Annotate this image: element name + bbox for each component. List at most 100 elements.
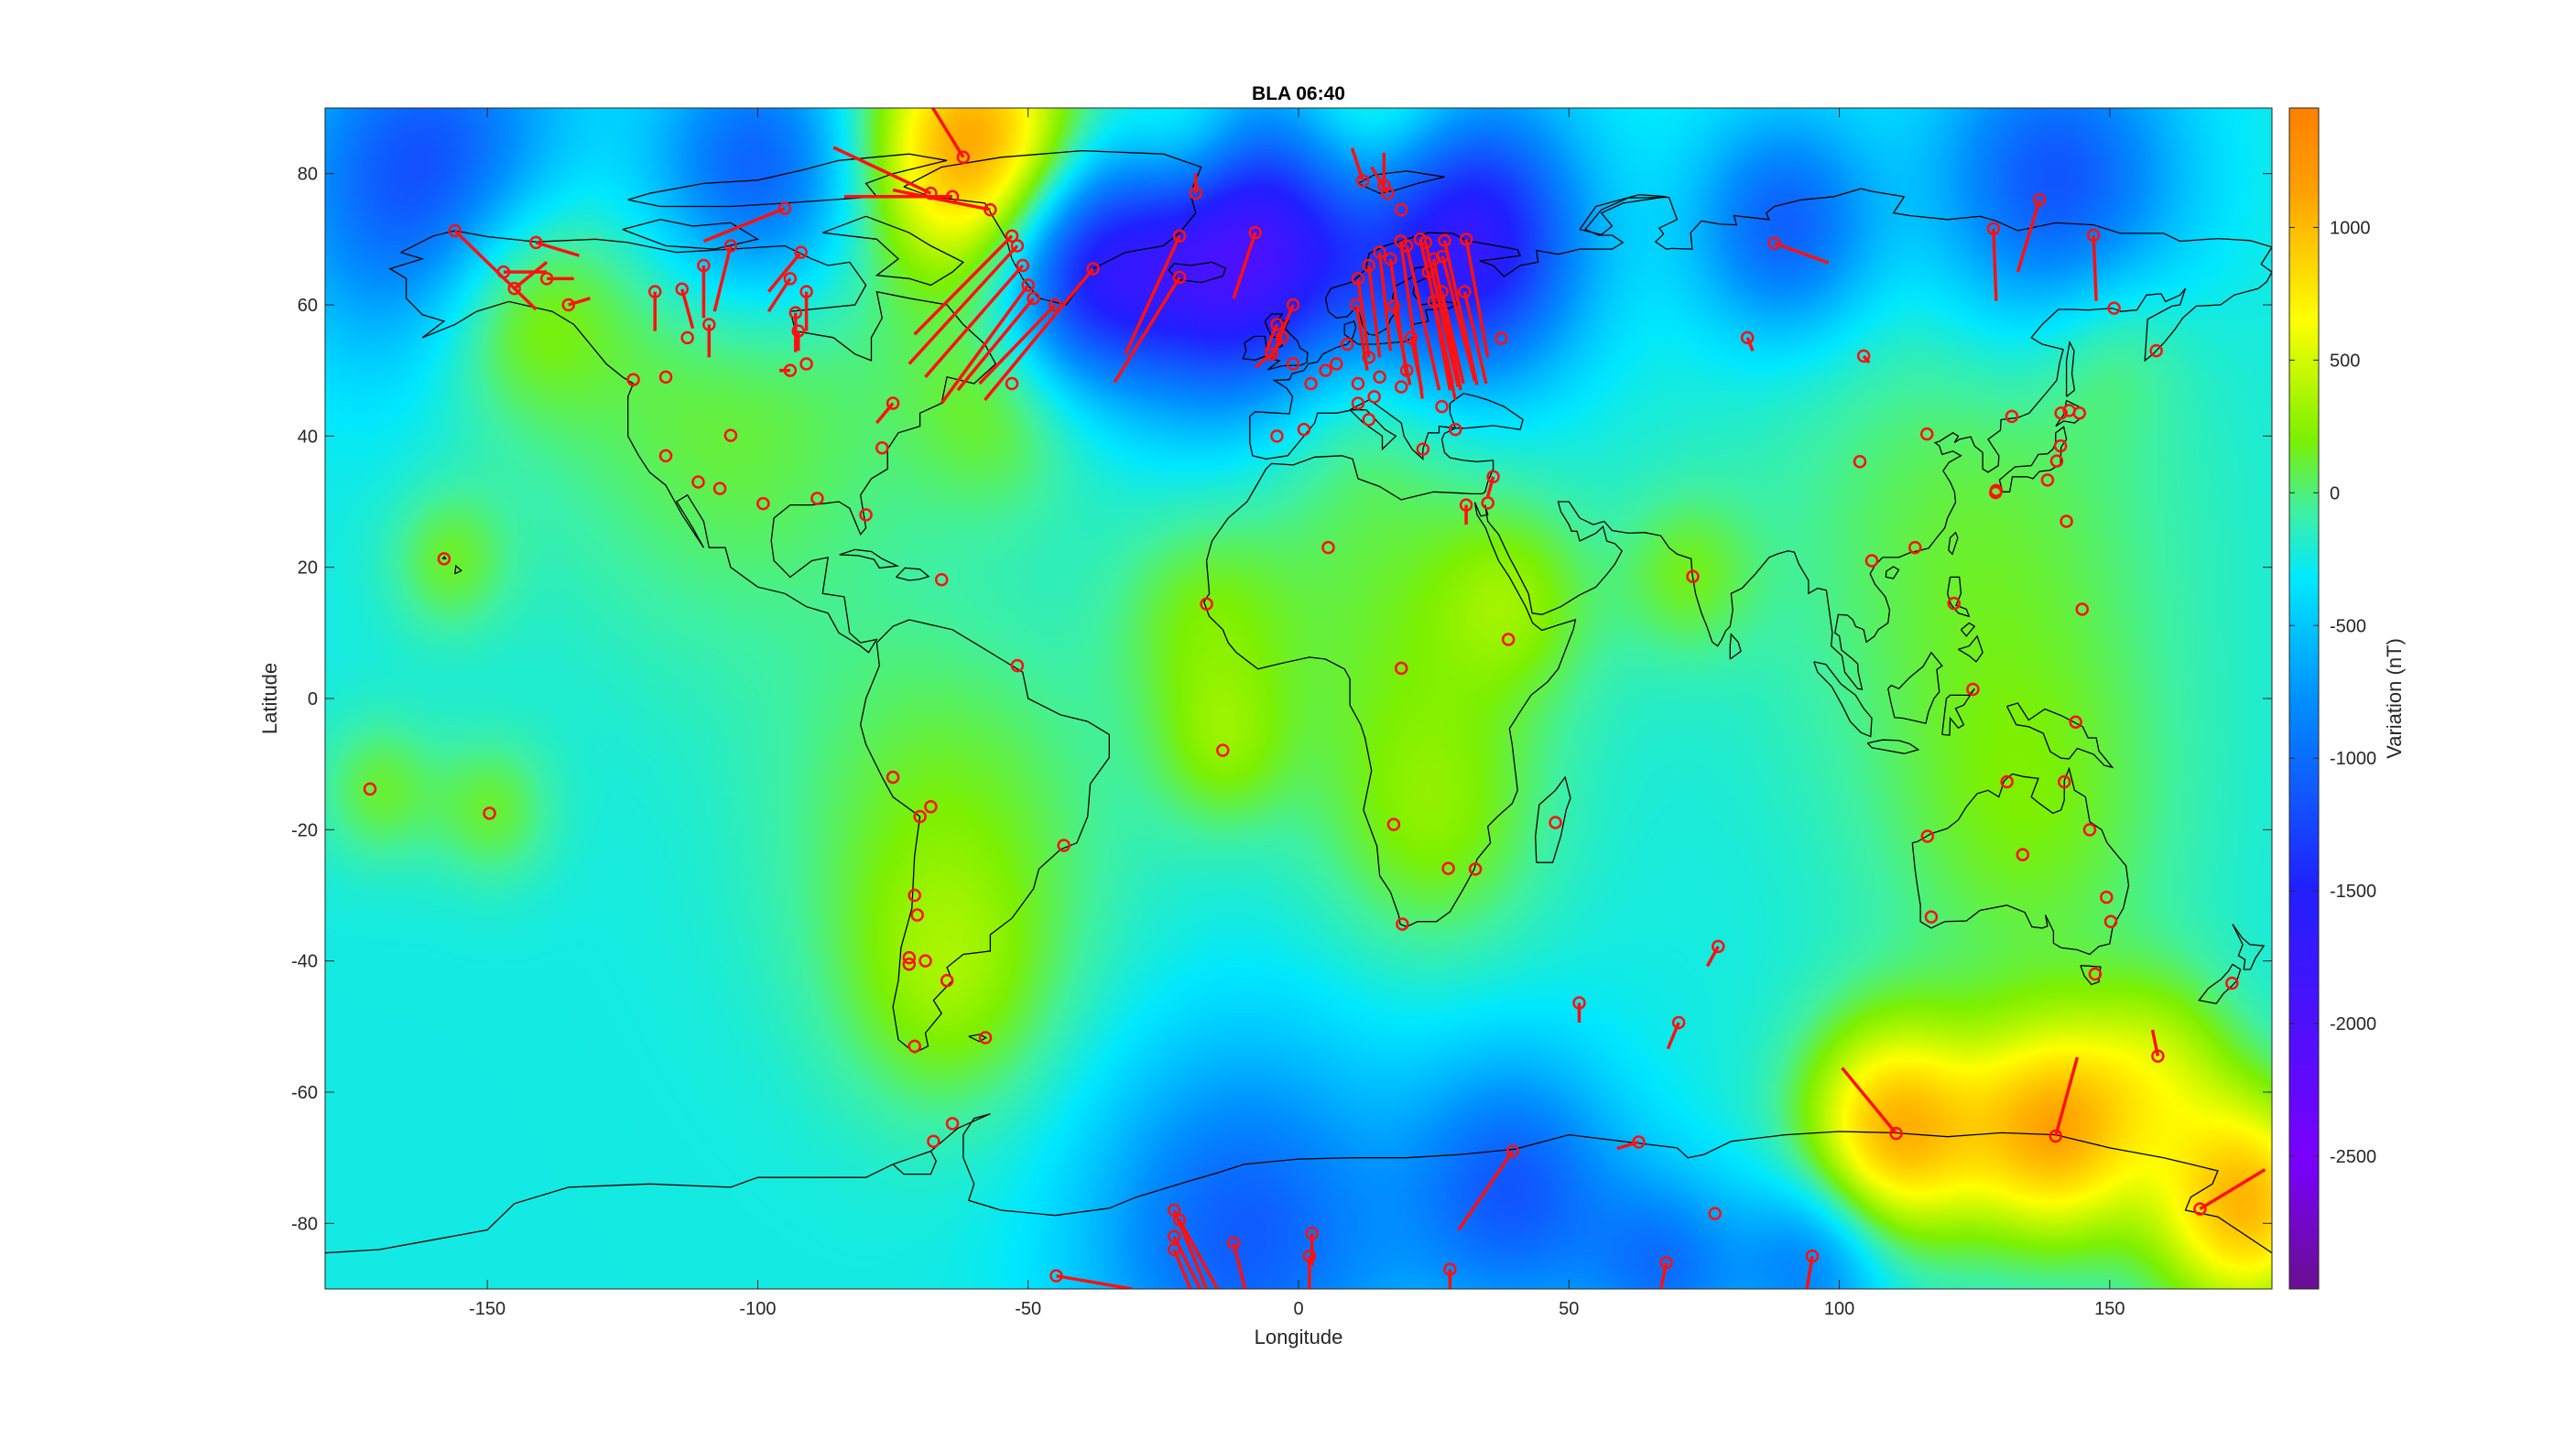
station-vector — [913, 234, 1014, 336]
station-marker — [2053, 438, 2068, 453]
station-marker — [1010, 239, 1025, 253]
y-tick-label: 80 — [298, 165, 318, 185]
coastline — [622, 219, 760, 250]
station-marker — [1659, 1256, 1673, 1270]
station-marker — [1172, 1213, 1187, 1227]
station-marker — [1427, 252, 1440, 266]
colorbar-tick-label: -2000 — [2330, 1014, 2376, 1034]
x-tick-label: -150 — [469, 1299, 505, 1319]
station-marker — [691, 475, 705, 489]
station-marker — [647, 285, 662, 298]
station-marker — [927, 1134, 940, 1148]
station-vector — [930, 108, 965, 158]
station-marker — [810, 492, 824, 505]
y-tick-label: -40 — [291, 952, 318, 972]
station-marker — [1908, 540, 1922, 555]
station-marker — [908, 1039, 921, 1054]
station-marker — [2005, 409, 2019, 424]
station-marker — [1632, 1135, 1646, 1149]
colorbar-tick-label: 500 — [2330, 351, 2360, 371]
coastline — [822, 215, 965, 287]
station-marker — [1057, 839, 1071, 852]
station-marker — [702, 318, 716, 331]
coastline — [1168, 261, 1227, 284]
variation-heatmap — [325, 108, 2272, 1289]
station-marker — [1319, 363, 1332, 377]
station-marker — [1404, 330, 1418, 345]
station-marker — [2100, 890, 2114, 904]
station-marker — [1286, 298, 1300, 312]
colorbar-ticks: 1000 500 0 -500 -1000 -1500 -2000 -2500 — [2289, 218, 2376, 1167]
station-vector — [513, 261, 549, 290]
x-tick-label: -50 — [1015, 1299, 1041, 1319]
y-tick-label: 60 — [298, 296, 318, 316]
station-vector — [1431, 258, 1462, 391]
station-vector — [1464, 239, 1490, 358]
station-marker — [1505, 1144, 1520, 1158]
coastline — [1947, 576, 1971, 618]
station-marker — [1167, 1229, 1181, 1243]
station-marker — [1435, 285, 1449, 298]
station-marker — [1495, 331, 1508, 345]
station-marker — [1362, 258, 1376, 273]
x-tick-label: 100 — [1824, 1299, 1854, 1319]
station-marker — [2000, 774, 2014, 789]
station-marker — [723, 428, 738, 442]
station-marker — [2225, 976, 2239, 991]
station-marker — [2151, 1049, 2165, 1063]
coastline — [627, 153, 948, 208]
station-vector — [940, 284, 1030, 405]
station-marker — [2107, 301, 2121, 315]
station-vector — [712, 245, 733, 312]
station-marker — [2149, 343, 2163, 358]
x-tick-label: 150 — [2094, 1299, 2125, 1319]
station-marker — [1986, 222, 2001, 236]
coastline — [839, 548, 900, 569]
station-marker — [1226, 1236, 1241, 1251]
station-marker — [1458, 285, 1472, 298]
station-marker — [1304, 376, 1318, 391]
station-marker — [1671, 1015, 1686, 1030]
station-vector — [2199, 1168, 2266, 1211]
station-marker — [978, 1031, 993, 1045]
station-vector — [568, 297, 591, 307]
coastline — [1242, 335, 1267, 361]
coastline — [325, 1113, 2272, 1254]
coastlines — [325, 149, 2272, 1254]
station-marker — [1362, 413, 1376, 427]
station-marker — [1200, 597, 1213, 612]
station-vector — [680, 288, 695, 330]
station-marker — [680, 330, 694, 345]
station-marker — [1172, 270, 1187, 285]
station-marker — [902, 950, 917, 965]
station-vector — [1113, 276, 1181, 384]
station-marker — [1373, 245, 1386, 259]
station-marker — [1394, 661, 1408, 676]
station-marker — [1481, 496, 1495, 510]
station-marker — [363, 782, 377, 796]
station-marker — [788, 306, 803, 319]
station-marker — [924, 800, 938, 814]
station-marker — [1189, 186, 1203, 200]
coastline — [2006, 702, 2114, 769]
colorbar-tick-label: -1500 — [2330, 882, 2376, 902]
station-marker — [1386, 817, 1401, 831]
station-vector — [1409, 337, 1424, 391]
station-marker — [1086, 262, 1100, 276]
station-vector — [1367, 265, 1382, 358]
station-marker — [1459, 498, 1473, 512]
station-marker — [1384, 252, 1397, 266]
station-vector — [1862, 354, 1871, 364]
x-axis-label: Longitude — [1255, 1326, 1343, 1348]
station-marker — [697, 258, 711, 273]
station-marker — [1248, 225, 1263, 240]
x-axis: -150 -100 -50 0 50 100 150 — [469, 108, 2125, 1319]
station-marker — [1021, 278, 1035, 292]
station-marker — [1394, 380, 1408, 394]
coastline — [2080, 965, 2102, 986]
station-vector — [1124, 235, 1181, 355]
station-vector — [1616, 1140, 1639, 1151]
station-marker — [783, 363, 798, 377]
station-marker — [1330, 357, 1343, 371]
station-marker — [1373, 370, 1386, 384]
